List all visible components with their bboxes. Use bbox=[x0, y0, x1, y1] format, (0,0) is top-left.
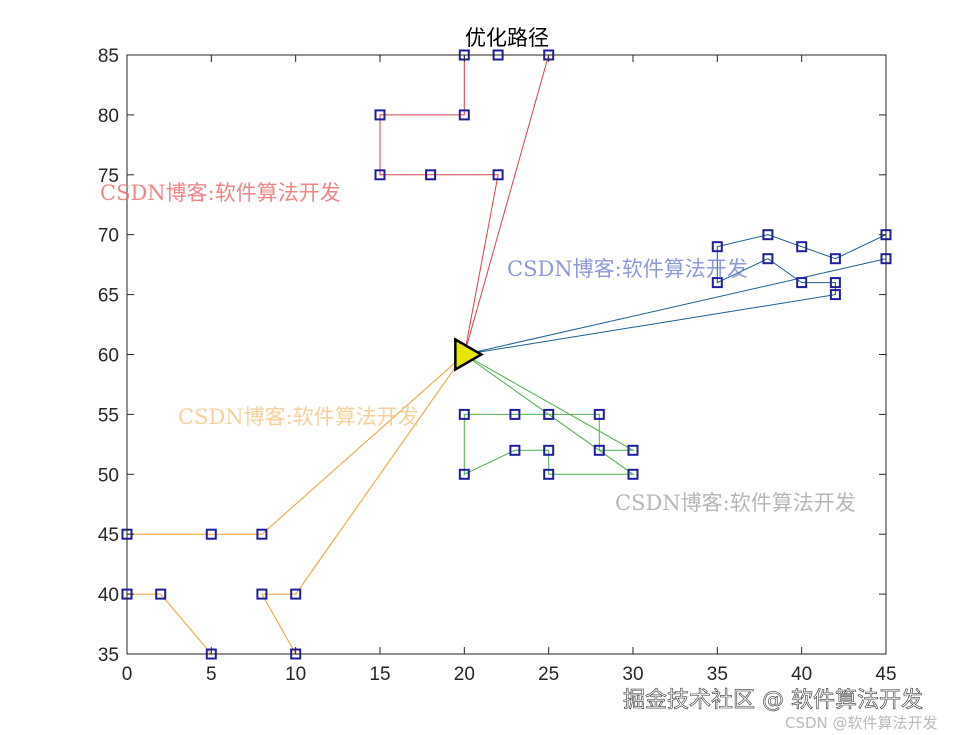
customer-marker bbox=[425, 169, 437, 181]
customer-marker bbox=[543, 444, 555, 456]
customer-marker bbox=[492, 169, 504, 181]
watermark-1: CSDN博客:软件算法开发 bbox=[100, 181, 341, 205]
watermark-2: CSDN博客:软件算法开发 bbox=[507, 257, 748, 281]
customer-marker bbox=[711, 241, 723, 253]
customer-marker bbox=[458, 468, 470, 480]
x-tick-label: 45 bbox=[875, 664, 896, 685]
customer-marker bbox=[829, 289, 841, 301]
y-axis: 35 40 45 50 55 60 65 70 75 80 85 bbox=[98, 46, 886, 666]
x-tick-label: 20 bbox=[454, 664, 475, 685]
customer-marker bbox=[543, 468, 555, 480]
customer-marker bbox=[458, 109, 470, 121]
depot-marker bbox=[454, 337, 484, 372]
customer-marker bbox=[458, 408, 470, 420]
x-tick-label: 40 bbox=[791, 664, 812, 685]
customer-marker bbox=[256, 528, 268, 540]
customer-marker bbox=[543, 408, 555, 420]
customer-marker bbox=[829, 253, 841, 265]
customer-marker bbox=[593, 444, 605, 456]
customer-marker bbox=[762, 229, 774, 241]
customer-marker bbox=[155, 588, 167, 600]
customer-marker bbox=[509, 408, 521, 420]
customer-marker bbox=[762, 253, 774, 265]
x-tick-label: 25 bbox=[538, 664, 559, 685]
customer-marker bbox=[374, 169, 386, 181]
y-tick-label: 50 bbox=[98, 465, 119, 486]
x-tick-label: 15 bbox=[369, 664, 390, 685]
customer-marker bbox=[256, 588, 268, 600]
customer-marker bbox=[627, 468, 639, 480]
customer-marker bbox=[374, 109, 386, 121]
y-tick-label: 35 bbox=[98, 645, 119, 666]
customer-marker bbox=[509, 444, 521, 456]
chart-title: 优化路径 bbox=[465, 26, 549, 50]
customer-marker bbox=[627, 444, 639, 456]
y-tick-label: 65 bbox=[98, 286, 119, 307]
footer-csdn: CSDN @软件算法开发 bbox=[785, 714, 938, 732]
y-tick-label: 70 bbox=[98, 226, 119, 247]
customer-marker bbox=[205, 528, 217, 540]
footer-watermark: 掘金技术社区 @ 软件算法开发 bbox=[623, 688, 923, 713]
customer-marker bbox=[796, 241, 808, 253]
route-line-3 bbox=[463, 354, 635, 476]
customer-marker bbox=[829, 277, 841, 289]
customer-marker bbox=[290, 588, 302, 600]
customer-marker bbox=[796, 277, 808, 289]
y-tick-label: 85 bbox=[98, 46, 119, 67]
y-tick-label: 45 bbox=[98, 525, 119, 546]
x-tick-label: 10 bbox=[285, 664, 306, 685]
x-tick-label: 30 bbox=[622, 664, 643, 685]
x-tick-label: 35 bbox=[707, 664, 728, 685]
watermark-4: CSDN博客:软件算法开发 bbox=[615, 491, 856, 515]
depot-layer bbox=[454, 337, 484, 372]
watermark-3: CSDN博客:软件算法开发 bbox=[178, 405, 419, 429]
y-tick-label: 40 bbox=[98, 585, 119, 606]
x-tick-label: 0 bbox=[122, 664, 133, 685]
y-tick-label: 75 bbox=[98, 166, 119, 187]
route-line-4 bbox=[126, 354, 465, 655]
customer-marker bbox=[593, 408, 605, 420]
y-tick-label: 55 bbox=[98, 405, 119, 426]
y-tick-label: 60 bbox=[98, 346, 119, 367]
customer-marker bbox=[711, 277, 723, 289]
x-axis: 0 5 10 15 20 25 30 35 40 45 bbox=[122, 55, 897, 685]
y-tick-label: 80 bbox=[98, 106, 119, 127]
x-tick-label: 5 bbox=[206, 664, 217, 685]
